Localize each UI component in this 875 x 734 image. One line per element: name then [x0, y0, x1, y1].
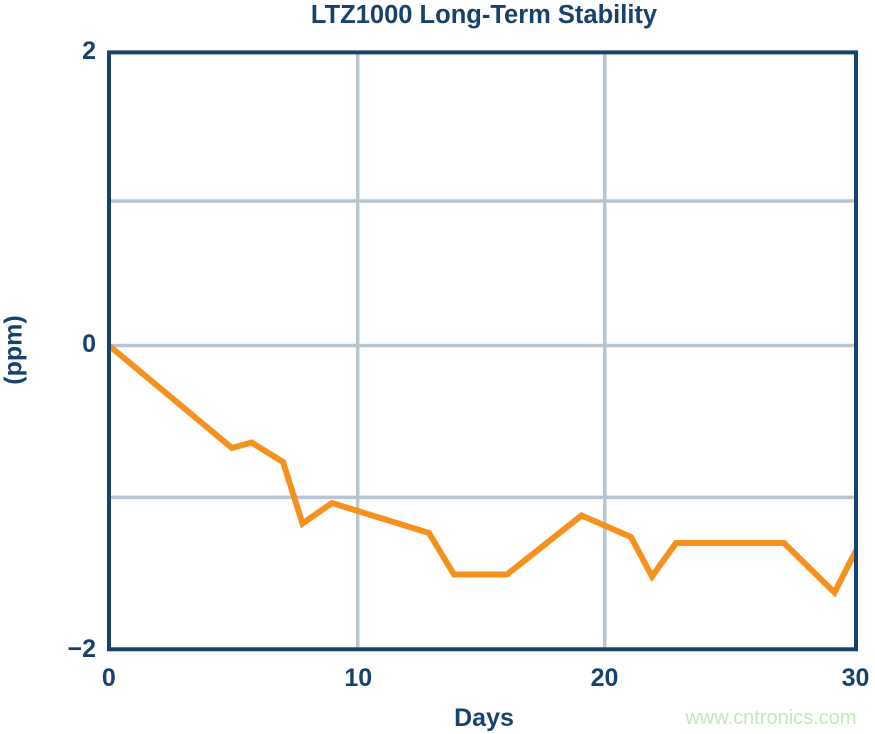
svg-text:(ppm): (ppm): [0, 315, 28, 384]
svg-text:−2: −2: [67, 635, 96, 663]
svg-text:20: 20: [591, 664, 619, 692]
svg-text:30: 30: [842, 664, 870, 692]
svg-text:10: 10: [344, 664, 372, 692]
svg-text:Days: Days: [454, 704, 514, 732]
svg-text:0: 0: [102, 664, 116, 692]
svg-text:2: 2: [82, 37, 96, 65]
svg-text:LTZ1000 Long-Term Stability: LTZ1000 Long-Term Stability: [311, 1, 658, 29]
svg-text:www.cntronics.com: www.cntronics.com: [684, 707, 856, 729]
svg-text:0: 0: [82, 330, 96, 358]
